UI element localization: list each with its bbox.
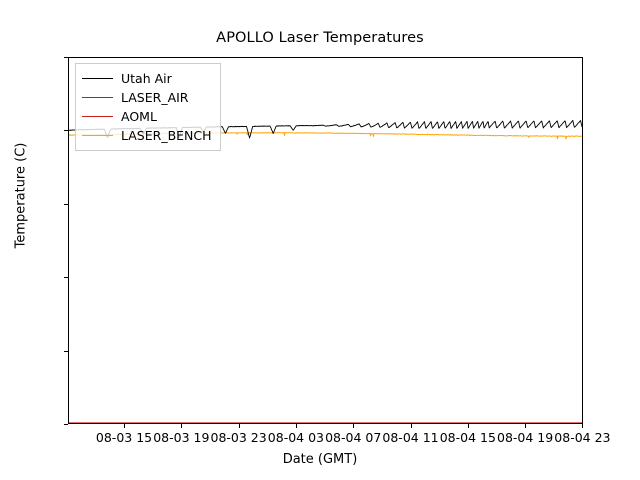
legend-item-label: LASER_AIR xyxy=(121,90,189,105)
x-tick-label: 08-04 07 xyxy=(325,430,382,445)
x-tick-label: 08-04 23 xyxy=(554,430,611,445)
x-axis-label: Date (GMT) xyxy=(282,452,358,467)
y-tick-mark xyxy=(64,203,68,205)
legend-item-label: LASER_BENCH xyxy=(121,128,212,143)
x-tick-mark xyxy=(467,424,469,428)
x-tick-mark xyxy=(410,424,412,428)
x-tick-label: 08-03 23 xyxy=(210,430,267,445)
x-tick-mark xyxy=(124,424,125,428)
legend-line-icon xyxy=(82,135,113,136)
x-tick-mark xyxy=(295,424,297,428)
legend-line-icon xyxy=(82,97,113,98)
x-tick-mark xyxy=(238,424,240,428)
y-tick-mark xyxy=(64,57,68,58)
x-tick-label: 08-03 19 xyxy=(153,430,210,445)
x-tick-mark xyxy=(582,424,584,428)
x-tick-mark xyxy=(181,424,183,428)
legend-line-icon xyxy=(82,78,113,79)
x-tick-label: 08-04 03 xyxy=(267,430,324,445)
legend-line-icon xyxy=(82,116,113,117)
x-tick-label: 08-04 15 xyxy=(439,430,496,445)
legend-item[interactable]: LASER_BENCH xyxy=(82,126,212,145)
x-tick-label: 08-04 19 xyxy=(496,430,554,445)
legend-item[interactable]: LASER_AIR xyxy=(82,88,212,107)
page-title: APOLLO Laser Temperatures xyxy=(216,30,424,46)
y-tick-mark xyxy=(64,350,68,352)
y-tick-mark xyxy=(64,130,68,132)
legend-item-label: Utah Air xyxy=(121,71,172,86)
legend-item-label: AOML xyxy=(121,109,157,124)
legend: Utah Air LASER_AIR AOML LASER_BENCH xyxy=(75,63,221,151)
x-tick-label: 08-04 11 xyxy=(382,430,439,445)
x-tick-label: 08-03 15 xyxy=(95,430,153,445)
y-axis-label: Temperature (C) xyxy=(13,142,29,249)
y-tick-mark xyxy=(64,424,68,425)
x-tick-mark xyxy=(525,424,527,428)
legend-item[interactable]: Utah Air xyxy=(82,69,212,88)
y-tick-mark xyxy=(64,277,68,279)
x-tick-mark xyxy=(353,424,355,428)
legend-item[interactable]: AOML xyxy=(82,107,212,126)
